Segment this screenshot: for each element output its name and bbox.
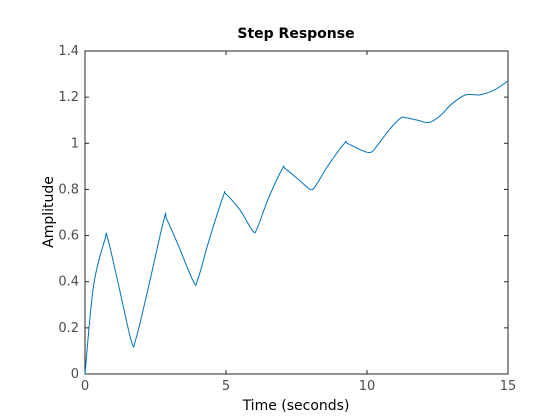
plot-area (84, 50, 509, 375)
chart-title: Step Response (237, 26, 354, 42)
x-axis-label: Time (seconds) (242, 398, 350, 414)
y-tick-label: 0.8 (58, 182, 79, 197)
y-tick-label: 0.2 (58, 321, 79, 336)
step-response-line (84, 80, 509, 375)
y-tick-label: 0 (71, 367, 79, 382)
x-tick-label: 15 (500, 379, 517, 394)
x-tick-label: 10 (359, 379, 376, 394)
y-tick-label: 1 (71, 136, 79, 151)
x-axis-ticks: 0 5 10 15 (81, 51, 516, 394)
y-tick-label: 1.2 (58, 90, 79, 105)
y-axis-label: Amplitude (41, 176, 57, 248)
y-tick-label: 0.4 (58, 275, 79, 290)
y-axis-ticks: 0 0.2 0.4 0.6 0.8 1 1.2 1.4 (58, 44, 508, 382)
x-tick-label: 5 (222, 379, 230, 394)
x-tick-label: 0 (81, 379, 89, 394)
y-tick-label: 1.4 (58, 44, 79, 59)
y-tick-label: 0.6 (58, 229, 79, 244)
